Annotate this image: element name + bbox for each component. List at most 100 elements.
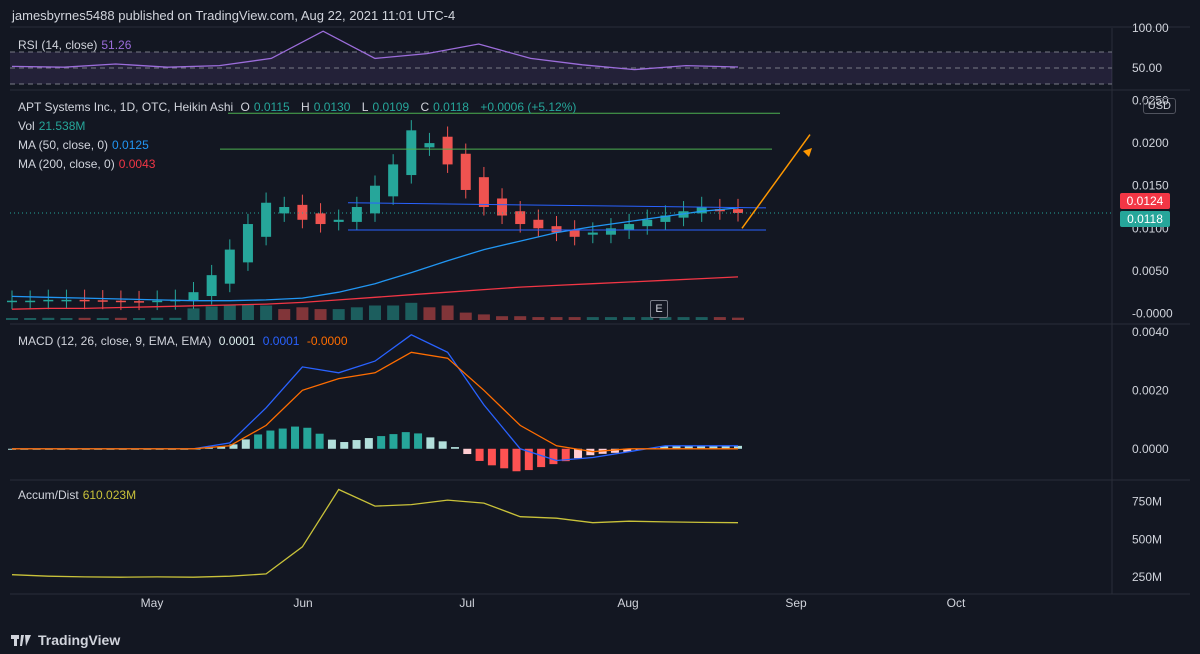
earnings-event-marker[interactable]: E: [650, 300, 668, 318]
macd-histogram-bar: [401, 432, 410, 449]
currency-badge[interactable]: USD: [1142, 98, 1176, 114]
macd-histogram-bar: [266, 430, 275, 449]
candle-body: [242, 224, 253, 263]
candle-body: [134, 301, 145, 303]
candle-body: [733, 209, 743, 213]
candle-body: [370, 185, 380, 214]
candle-body: [406, 130, 417, 176]
macd-histogram-bar: [450, 447, 459, 449]
symbol-title: APT Systems Inc., 1D, OTC, Heikin Ashi: [18, 100, 234, 114]
ad-line: [11, 488, 739, 578]
ad-label: Accum/Dist: [18, 488, 79, 502]
rsi-value: 51.26: [101, 38, 132, 52]
candle-body: [61, 299, 72, 302]
volume-bar: [641, 317, 654, 320]
last-price-tag: 0.0118: [1120, 211, 1170, 227]
ma200-value: 0.0043: [118, 157, 156, 171]
volume-bar: [60, 318, 73, 320]
price-axis-tick-0: 0.0250: [1132, 94, 1169, 108]
volume-bar: [78, 317, 91, 320]
volume-bar: [459, 312, 472, 320]
price-axis-tick-4: 0.0050: [1132, 264, 1169, 278]
volume-bar: [477, 314, 490, 320]
tradingview-brand: TradingView: [38, 632, 121, 648]
candle-body: [442, 136, 453, 165]
rsi-legend: RSI (14, close) 51.26: [18, 38, 135, 52]
volume-bar: [568, 317, 581, 320]
macd-histogram-bar: [734, 445, 742, 449]
volume-bar: [151, 317, 164, 320]
volume-bar: [169, 317, 182, 320]
rsi-label: RSI (14, close): [18, 38, 98, 52]
macd-histogram-bar: [610, 448, 619, 453]
macd-histogram-bar: [524, 448, 533, 471]
vol-value: 21.538M: [38, 119, 86, 133]
macd-histogram-bar: [241, 439, 250, 449]
macd-histogram-bar: [327, 439, 336, 449]
publish-header: jamesbyrnes5488 published on TradingView…: [12, 8, 456, 23]
volume-bar: [423, 307, 436, 320]
volume-bar: [260, 305, 273, 320]
candle-body: [115, 300, 126, 303]
macd-histogram-bar: [340, 442, 349, 449]
price-axis-tick-5: -0.0000: [1132, 306, 1173, 320]
ohlc-close: C 0.0118: [420, 100, 469, 114]
macd-histogram-bar: [487, 448, 496, 466]
candle-body: [224, 249, 235, 284]
volume-bar: [187, 308, 200, 320]
breakout-arrow: [741, 134, 811, 229]
volume-bar: [114, 317, 127, 320]
volume-bar: [133, 318, 146, 320]
macd-histogram-bar: [537, 448, 546, 468]
macd-histogram-bar: [278, 428, 287, 449]
candle-body: [43, 299, 54, 302]
volume-bar: [441, 305, 454, 320]
candle-body: [569, 230, 580, 237]
macd-histogram-bar: [512, 448, 521, 472]
rsi-axis-tick-0: 100.00: [1132, 21, 1169, 35]
rsi-axis-tick-1: 50.00: [1132, 61, 1162, 75]
ma50-price-tag: 0.0124: [1120, 193, 1170, 209]
macd-histogram-bar: [623, 448, 632, 452]
volume-bar: [514, 316, 527, 320]
candle-body: [279, 207, 290, 214]
rsi-line: [11, 30, 739, 71]
volume-bar: [314, 309, 327, 320]
ma50-line: [11, 207, 739, 302]
volume-bar: [405, 302, 418, 320]
time-axis-tick-1: Jun: [293, 596, 312, 610]
macd-histogram-bar: [561, 448, 570, 462]
volume-bar: [387, 305, 400, 320]
ma50-value: 0.0125: [112, 138, 149, 152]
macd-signal-value: -0.0000: [306, 334, 348, 348]
ohlc-high: H 0.0130: [301, 100, 351, 114]
volume-bar: [205, 306, 218, 320]
macd-histogram-bar: [721, 445, 730, 449]
macd-histogram-bar: [684, 445, 693, 449]
macd-histogram-bar: [364, 438, 373, 449]
candle-body: [497, 198, 508, 216]
macd-histogram-bar: [291, 426, 300, 449]
volume-bar: [332, 309, 345, 320]
candle-body: [79, 299, 90, 302]
candle-body: [696, 207, 707, 214]
volume-bar: [278, 309, 291, 320]
tradingview-logo[interactable]: TradingView: [10, 632, 120, 648]
macd-value: 0.0001: [262, 334, 300, 348]
time-axis-tick-2: Jul: [459, 596, 474, 610]
ad-legend: Accum/Dist 610.023M: [18, 488, 140, 502]
candle-body: [388, 164, 399, 197]
volume-bar: [623, 317, 636, 320]
macd-axis-tick-2: 0.0000: [1132, 442, 1169, 456]
volume-bar: [732, 317, 744, 320]
volume-bar: [550, 317, 563, 320]
candle-body: [424, 143, 435, 148]
macd-histogram-bar: [377, 436, 386, 449]
ad-axis-tick-0: 750M: [1132, 495, 1162, 509]
macd-histogram-bar: [229, 444, 238, 449]
ad-value: 610.023M: [82, 488, 137, 502]
volume-bar: [369, 305, 381, 320]
candle-body: [315, 213, 326, 225]
ohlc-low: L 0.0109: [361, 100, 410, 114]
